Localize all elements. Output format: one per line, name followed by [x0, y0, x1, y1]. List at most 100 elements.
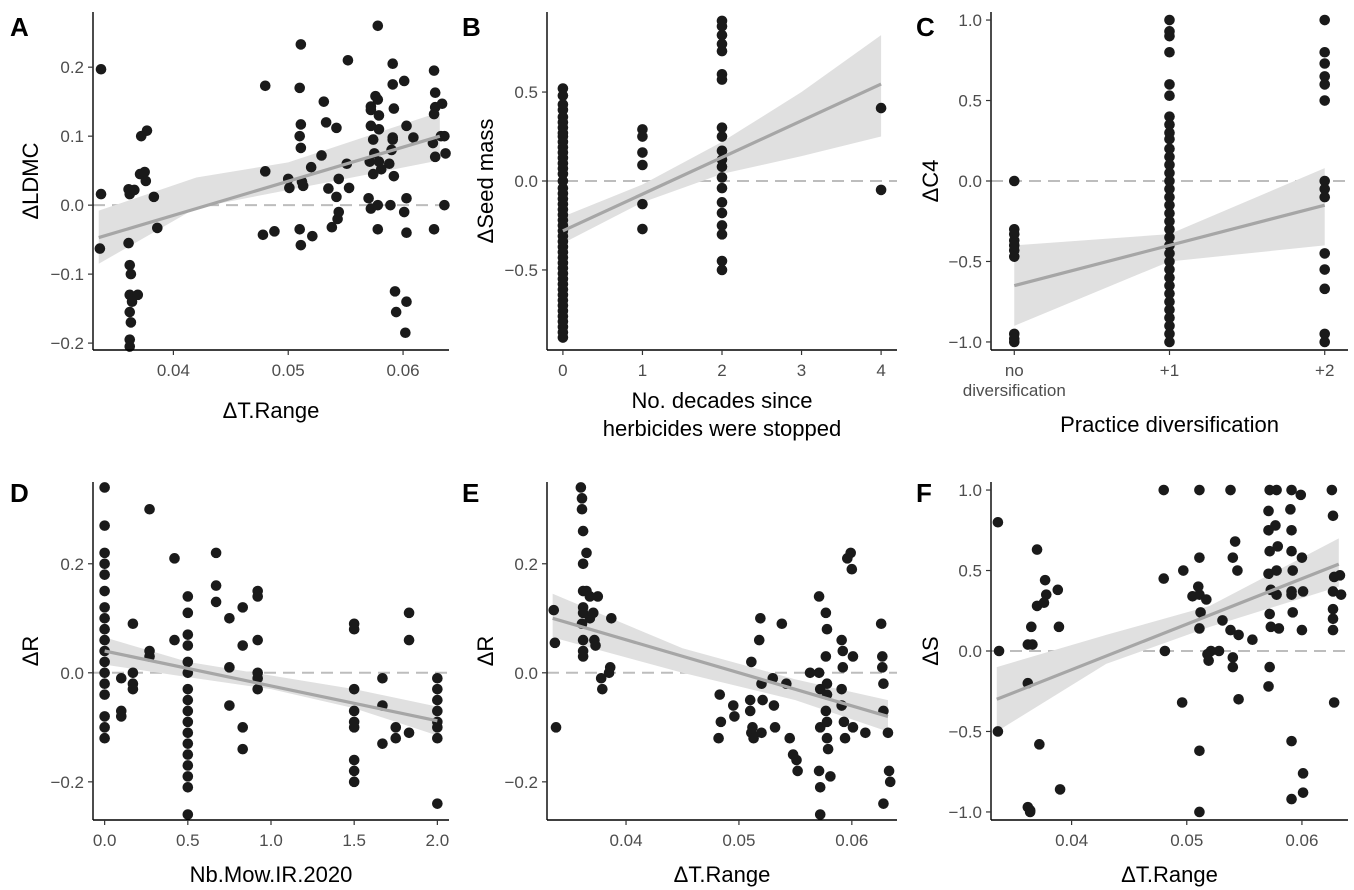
data-point-f-29 — [1195, 607, 1206, 618]
data-point-b-48 — [637, 147, 648, 158]
data-point-c-47 — [1319, 58, 1331, 69]
data-point-e-38 — [748, 732, 759, 744]
data-point-f-40 — [1227, 552, 1239, 563]
data-point-d-4 — [99, 569, 110, 580]
data-point-a-82 — [398, 75, 410, 87]
data-point-a-70 — [372, 223, 384, 235]
data-point-e-76 — [838, 716, 850, 728]
data-point-e-3 — [575, 482, 587, 493]
y-axis-title-b: ΔSeed mass — [473, 119, 498, 244]
data-point-f-41 — [1225, 624, 1236, 636]
data-point-d-58 — [252, 591, 263, 602]
x-axis-title-c: Practice diversification — [1060, 412, 1279, 437]
data-point-c-38 — [1164, 288, 1175, 299]
data-point-c-45 — [1319, 14, 1331, 26]
data-point-a-64 — [373, 110, 385, 121]
data-point-e-22 — [590, 640, 601, 651]
data-point-a-69 — [372, 199, 384, 211]
data-point-d-55 — [237, 722, 249, 733]
data-point-f-84 — [1327, 586, 1339, 597]
data-point-a-99 — [439, 130, 450, 142]
data-point-e-7 — [577, 558, 589, 570]
data-point-d-13 — [99, 678, 110, 690]
data-point-e-77 — [839, 732, 851, 744]
data-point-b-61 — [716, 145, 728, 157]
x-tick-label-d-0: 0.0 — [93, 831, 117, 850]
data-point-d-74 — [377, 738, 388, 749]
data-point-e-14 — [577, 651, 589, 662]
x-tick-label-b-3: 3 — [797, 361, 806, 380]
data-point-e-84 — [875, 618, 887, 630]
data-point-a-101 — [439, 199, 450, 211]
data-point-a-35 — [297, 180, 309, 192]
data-point-f-60 — [1270, 520, 1281, 531]
data-point-d-7 — [99, 612, 110, 624]
data-point-b-49 — [637, 159, 648, 171]
data-point-e-30 — [713, 732, 724, 744]
data-point-d-87 — [432, 798, 443, 809]
data-point-f-74 — [1286, 793, 1297, 805]
data-point-f-77 — [1297, 586, 1309, 597]
data-point-d-20 — [115, 711, 127, 722]
data-point-e-35 — [744, 705, 756, 717]
data-point-f-20 — [1158, 573, 1170, 584]
data-point-d-40 — [182, 727, 194, 739]
data-point-d-39 — [182, 716, 194, 728]
data-point-e-66 — [820, 705, 832, 717]
data-point-d-65 — [348, 683, 360, 695]
data-point-a-87 — [401, 296, 412, 308]
data-point-a-42 — [316, 150, 327, 161]
data-point-d-37 — [182, 694, 194, 706]
data-point-e-90 — [882, 727, 894, 739]
points-d — [99, 482, 443, 820]
data-point-e-53 — [804, 667, 816, 679]
points-e — [548, 482, 896, 820]
x-tick-label-d-3: 1.5 — [342, 831, 366, 850]
data-point-a-10 — [124, 306, 136, 318]
data-point-f-55 — [1264, 608, 1275, 620]
x-tick-label-f-2: 0.06 — [1285, 831, 1318, 850]
data-point-c-34 — [1164, 256, 1175, 267]
y-axis-title-e: ΔR — [473, 636, 498, 667]
data-point-f-78 — [1296, 624, 1308, 636]
data-point-d-38 — [182, 705, 194, 717]
y-tick-label-c-4: 1.0 — [958, 11, 982, 30]
points-f — [992, 484, 1347, 818]
x-axis-title-d: Nb.Mow.IR.2020 — [190, 862, 353, 887]
y-tick-label-a-2: 0.0 — [60, 196, 84, 215]
x-tick-label-d-2: 1.0 — [259, 831, 283, 850]
x-tick-label-c-2: +2 — [1315, 361, 1334, 380]
data-point-f-39 — [1225, 484, 1236, 496]
fit-line-c — [1013, 203, 1326, 288]
data-point-f-63 — [1271, 589, 1282, 600]
y-tick-label-a-0: −0.2 — [50, 334, 84, 353]
data-point-f-46 — [1233, 629, 1244, 641]
data-point-d-21 — [127, 618, 139, 630]
data-point-c-43 — [1164, 328, 1175, 340]
data-point-a-68 — [375, 163, 387, 175]
data-point-c-52 — [1319, 183, 1331, 195]
data-point-a-38 — [305, 161, 317, 173]
data-point-e-81 — [847, 651, 859, 662]
data-point-c-23 — [1164, 167, 1175, 179]
data-point-d-64 — [348, 623, 360, 635]
data-point-f-0 — [992, 516, 1004, 528]
y-tick-label-f-4: 1.0 — [958, 481, 982, 500]
data-point-d-34 — [182, 656, 194, 668]
y-tick-label-d-0: −0.2 — [50, 773, 84, 792]
data-point-c-37 — [1164, 280, 1175, 291]
data-point-d-44 — [182, 771, 194, 782]
panel-e: E −0.2 0.0 0.2 0.04 0.05 0.06 ΔT.Range ΔR — [462, 478, 897, 887]
data-point-a-52 — [343, 182, 355, 194]
points-c — [1008, 14, 1331, 348]
data-point-f-8 — [1026, 621, 1037, 633]
data-point-f-38 — [1217, 615, 1228, 626]
x-tick-label-e-0: 0.04 — [609, 831, 642, 850]
y-axis-title-f: ΔS — [918, 636, 943, 665]
data-point-a-73 — [388, 103, 400, 114]
data-point-f-66 — [1285, 504, 1296, 515]
fit-line-a — [98, 134, 441, 240]
data-point-f-26 — [1194, 552, 1205, 563]
data-point-d-72 — [377, 672, 388, 684]
data-point-d-43 — [182, 760, 194, 771]
